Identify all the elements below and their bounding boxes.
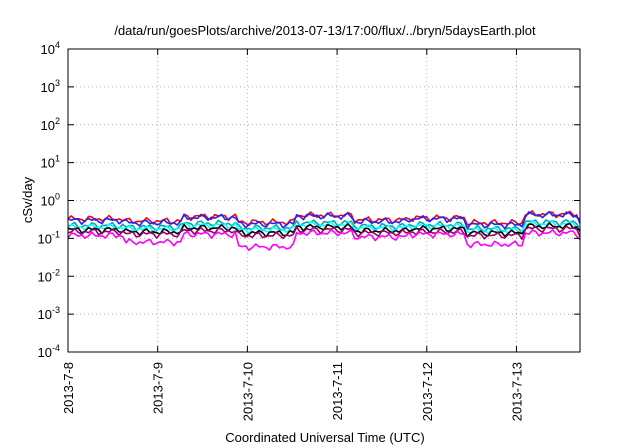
y-axis: 10-4 10-3 10-2 10-1 100 101 102 103 104 (38, 40, 580, 360)
y-tick-label: 100 (41, 192, 60, 209)
x-tick-label: 2013-7-8 (61, 362, 76, 414)
y-tick-label: 10-3 (38, 305, 60, 322)
series-line (67, 225, 581, 240)
y-tick-label: 103 (41, 78, 60, 95)
y-tick-label: 104 (41, 40, 60, 57)
y-tick-label: 101 (41, 154, 60, 171)
x-tick-label: 2013-7-13 (509, 362, 524, 421)
series-layer (67, 210, 581, 251)
chart-title: /data/run/goesPlots/archive/2013-07-13/1… (114, 23, 536, 38)
grid (68, 49, 580, 352)
x-tick-label: 2013-7-10 (240, 362, 255, 421)
x-tick-label: 2013-7-9 (151, 362, 166, 414)
y-tick-label: 10-2 (38, 267, 60, 284)
y-tick-label: 10-4 (38, 343, 60, 360)
y-tick-label: 102 (41, 116, 60, 133)
series-line (67, 229, 581, 251)
y-axis-label: cSv/day (20, 176, 35, 223)
x-tick-label: 2013-7-12 (420, 362, 435, 421)
series-line (67, 211, 581, 230)
y-tick-label: 10-1 (38, 229, 60, 246)
x-axis-label: Coordinated Universal Time (UTC) (225, 430, 424, 445)
x-tick-label: 2013-7-11 (330, 362, 345, 420)
x-axis: 2013-7-8 2013-7-9 2013-7-10 2013-7-11 2013-7… (61, 49, 524, 421)
